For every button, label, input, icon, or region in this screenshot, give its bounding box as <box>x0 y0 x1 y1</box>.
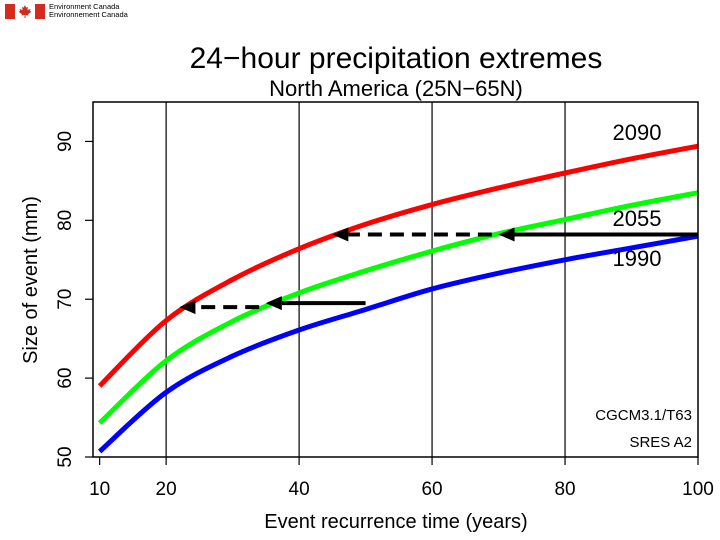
shift-arrow-solid-1 <box>498 227 698 242</box>
series-label-2090: 2090 <box>613 120 662 145</box>
gridlines <box>165 102 566 457</box>
series-lines <box>97 143 699 454</box>
org-name-english: Environment Canada <box>49 2 120 11</box>
y-tick-label-80: 80 <box>55 210 76 231</box>
chart-title: 24−hour precipitation extremes <box>190 42 603 75</box>
flag-white-center <box>15 3 35 19</box>
shift-arrows <box>179 227 698 315</box>
plot-frame <box>92 101 699 458</box>
y-axis-ticks: 50 60 70 80 90 <box>55 131 93 468</box>
scenario-annotation: SRES A2 <box>629 434 692 451</box>
y-tick-label-50: 50 <box>55 446 76 467</box>
x-tick-label-60: 60 <box>421 479 442 500</box>
x-tick-label-100: 100 <box>682 479 714 500</box>
flag-red-bar-left <box>5 3 15 19</box>
series-line-2055 <box>97 190 699 425</box>
shift-arrow-solid-3 <box>265 296 366 311</box>
series-label-2055: 2055 <box>613 206 662 231</box>
arrow-head <box>179 300 196 315</box>
series-line-1990 <box>97 233 699 454</box>
shift-arrow-dashed-4 <box>179 300 260 315</box>
chart-subtitle: North America (25N−65N) <box>269 76 523 101</box>
series-label-1990: 1990 <box>613 246 662 271</box>
y-tick-label-70: 70 <box>55 289 76 310</box>
x-tick-label-80: 80 <box>554 479 575 500</box>
y-axis-label: Size of event (mm) <box>20 196 42 364</box>
series-line-2090 <box>97 143 699 388</box>
x-axis-label: Event recurrence time (years) <box>264 511 527 533</box>
x-axis-ticks: 10 20 40 60 80 100 <box>89 457 714 500</box>
x-tick-label-40: 40 <box>289 479 310 500</box>
model-annotation: CGCM3.1/T63 <box>595 407 692 424</box>
y-tick-label-60: 60 <box>55 368 76 389</box>
flag-red-bar-right <box>35 3 45 19</box>
x-tick-label-20: 20 <box>156 479 177 500</box>
arrow-head <box>265 296 282 311</box>
canada-flag-icon <box>5 3 45 19</box>
shift-arrow-dashed-2 <box>332 227 492 242</box>
maple-leaf-icon <box>18 4 32 18</box>
x-tick-label-10: 10 <box>89 479 110 500</box>
organization-name: Environment Canada Environnement Canada <box>49 3 128 19</box>
org-name-french: Environnement Canada <box>49 10 128 19</box>
arrow-head <box>332 227 349 242</box>
header: Environment Canada Environnement Canada <box>5 3 128 19</box>
y-tick-label-90: 90 <box>55 131 76 152</box>
arrow-head <box>498 227 515 242</box>
